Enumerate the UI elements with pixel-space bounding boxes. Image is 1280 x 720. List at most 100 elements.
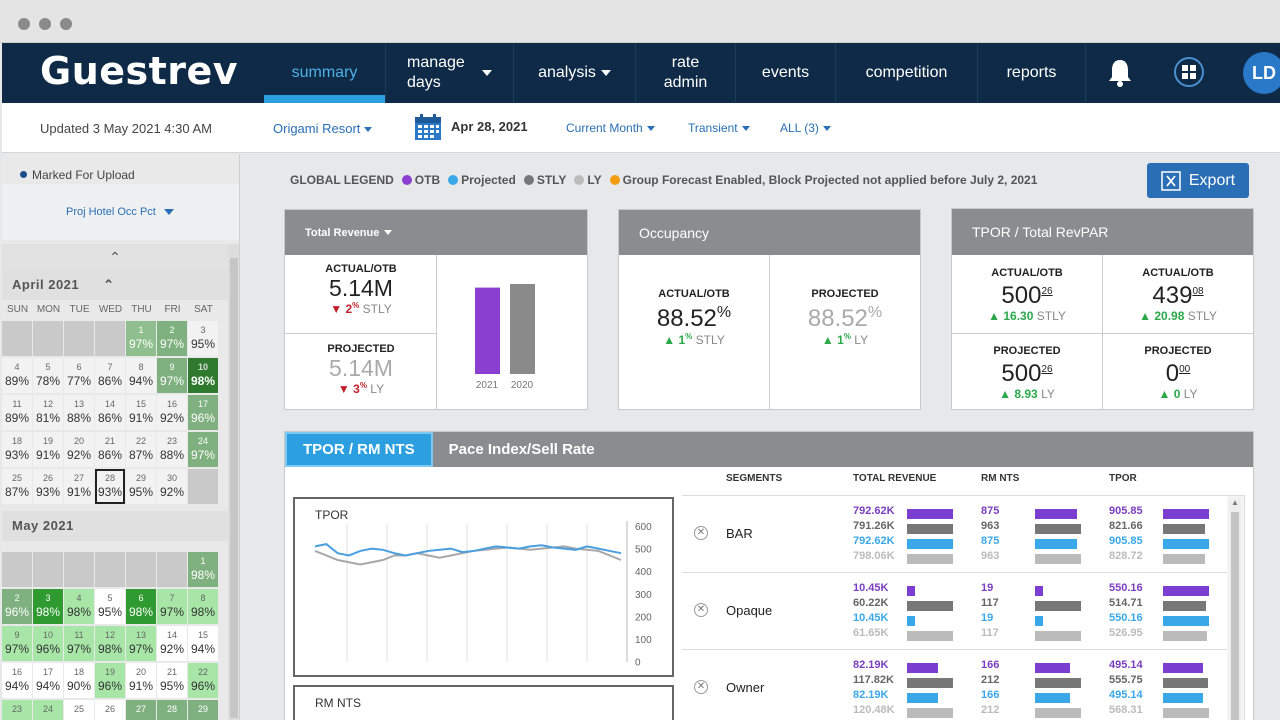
calendar-day-cell[interactable]: 14 92% <box>157 626 187 661</box>
calendar-day-cell[interactable]: 10 96% <box>33 626 63 661</box>
calendar-day-cell[interactable]: 4 89% <box>2 358 32 393</box>
calendar-day-cell[interactable]: 22 96% <box>188 663 218 698</box>
calendar-icon[interactable] <box>414 113 442 141</box>
scrollbar-thumb[interactable] <box>230 258 238 718</box>
calendar-day-cell[interactable]: 8 98% <box>188 589 218 624</box>
remove-segment-icon[interactable]: ✕ <box>694 603 708 617</box>
calendar-day-cell[interactable]: 18 93% <box>2 432 32 467</box>
calendar-day-cell[interactable]: 1 98% <box>188 552 218 587</box>
calendar-day-cell[interactable]: 5 95% <box>95 589 125 624</box>
calendar-day-cell[interactable]: 26 <box>95 700 125 720</box>
nav-rate-admin[interactable]: rate admin <box>636 43 736 103</box>
calendar-day-cell[interactable]: 17 96% <box>188 395 218 430</box>
calendar-day-cell[interactable]: 19 91% <box>33 432 63 467</box>
window-maximize-dot[interactable] <box>60 18 72 30</box>
calendar-day-cell[interactable]: 9 97% <box>2 626 32 661</box>
nav-events[interactable]: events <box>736 43 836 103</box>
nav-manage-days[interactable]: manage days <box>386 43 514 103</box>
calendar-day-cell[interactable]: 19 96% <box>95 663 125 698</box>
notification-bell-icon[interactable] <box>1105 57 1135 89</box>
calendar-day-cell[interactable]: 29 95% <box>126 469 156 504</box>
calendar-day-cell[interactable]: 17 94% <box>33 663 63 698</box>
segment-row[interactable]: ✕ BAR 792.62K 791.26K 792.62K 798.06K 875 963 87… <box>682 496 1227 573</box>
calendar-day-cell[interactable]: 16 92% <box>157 395 187 430</box>
calendar-day-cell[interactable]: 6 77% <box>64 358 94 393</box>
occupancy-percent: 81% <box>35 411 61 425</box>
calendar-day-cell[interactable]: 14 86% <box>95 395 125 430</box>
calendar-day-cell[interactable]: 20 91% <box>126 663 156 698</box>
calendar-day-cell[interactable]: 12 98% <box>95 626 125 661</box>
calendar-day-cell[interactable]: 28 <box>157 700 187 720</box>
app-logo[interactable]: Guestrev <box>40 49 239 93</box>
calendar-day-cell[interactable]: 15 91% <box>126 395 156 430</box>
calendar-day-cell[interactable]: 26 93% <box>33 469 63 504</box>
property-selector[interactable]: Origami Resort <box>273 121 373 136</box>
calendar-day-cell[interactable]: 13 97% <box>126 626 156 661</box>
nav-reports[interactable]: reports <box>978 43 1086 103</box>
scroll-up-arrow-icon[interactable]: ▲ <box>1231 498 1239 507</box>
segment-row[interactable]: ✕ Opaque 10.45K 60.22K 10.45K 61.65K 19 117 19 11… <box>682 573 1227 650</box>
calendar-day-cell[interactable]: 3 95% <box>188 321 218 356</box>
calendar-day-cell[interactable]: 24 97% <box>188 432 218 467</box>
scroll-up-button[interactable]: ⌃ <box>2 244 228 270</box>
calendar-day-cell[interactable]: 23 <box>2 700 32 720</box>
apps-grid-icon[interactable] <box>1174 57 1204 87</box>
calendar-day-cell[interactable]: 4 98% <box>64 589 94 624</box>
calendar-day-cell[interactable]: 7 97% <box>157 589 187 624</box>
total-revenue-dropdown[interactable]: Total Revenue <box>285 210 587 255</box>
nav-analysis[interactable]: analysis <box>514 43 636 103</box>
segment-type-selector[interactable]: Transient <box>688 121 750 135</box>
calendar-day-cell[interactable]: 22 87% <box>126 432 156 467</box>
remove-segment-icon[interactable]: ✕ <box>694 680 708 694</box>
calendar-day-cell[interactable]: 10 98% <box>188 358 218 393</box>
nav-competition[interactable]: competition <box>836 43 978 103</box>
calendar-day-cell[interactable]: 9 97% <box>157 358 187 393</box>
calendar-day-cell[interactable]: 30 92% <box>157 469 187 504</box>
calendar-day-cell[interactable]: 18 90% <box>64 663 94 698</box>
selected-date[interactable]: Apr 28, 2021 <box>451 119 528 134</box>
tab-pace-index[interactable]: Pace Index/Sell Rate <box>448 441 595 458</box>
calendar-day-cell[interactable]: 25 87% <box>2 469 32 504</box>
calendar-day-cell[interactable]: 7 86% <box>95 358 125 393</box>
calendar-day-cell[interactable]: 27 91% <box>64 469 94 504</box>
period-selector[interactable]: Current Month <box>566 121 655 135</box>
window-close-dot[interactable] <box>18 18 30 30</box>
nav-summary[interactable]: summary <box>264 43 386 103</box>
calendar-day-cell[interactable]: 20 92% <box>64 432 94 467</box>
sidebar-scrollbar[interactable] <box>228 244 239 720</box>
occupancy-percent: 88% <box>159 448 185 462</box>
calendar-day-cell[interactable]: 27 <box>126 700 156 720</box>
user-avatar[interactable]: LD <box>1243 52 1280 94</box>
calendar-day-cell[interactable]: 3 98% <box>33 589 63 624</box>
calendar-day-cell[interactable]: 6 98% <box>126 589 156 624</box>
calendar-day-cell[interactable]: 1 97% <box>126 321 156 356</box>
calendar-day-cell[interactable]: 2 97% <box>157 321 187 356</box>
calendar-day-cell[interactable]: 11 89% <box>2 395 32 430</box>
segment-filter-selector[interactable]: ALL (3) <box>780 121 831 135</box>
remove-segment-icon[interactable]: ✕ <box>694 526 708 540</box>
scrollbar-thumb[interactable] <box>1231 512 1239 720</box>
calendar-day-cell[interactable]: 28 93% <box>95 469 125 504</box>
calendar-day-cell[interactable]: 21 86% <box>95 432 125 467</box>
calendar-day-cell[interactable]: 24 <box>33 700 63 720</box>
collapse-chevron-up-icon[interactable]: ⌃ <box>103 277 115 292</box>
metric-selector[interactable]: Proj Hotel Occ Pct <box>66 206 174 218</box>
export-button[interactable]: Export <box>1147 163 1249 198</box>
calendar-day-cell[interactable]: 16 94% <box>2 663 32 698</box>
calendar-day-cell[interactable]: 13 88% <box>64 395 94 430</box>
table-scrollbar[interactable]: ▲ <box>1229 498 1241 720</box>
window-minimize-dot[interactable] <box>39 18 51 30</box>
calendar-day-cell[interactable]: 15 94% <box>188 626 218 661</box>
calendar-day-cell[interactable]: 8 94% <box>126 358 156 393</box>
calendar-day-cell[interactable]: 12 81% <box>33 395 63 430</box>
calendar-day-cell[interactable]: 25 <box>64 700 94 720</box>
calendar-day-cell[interactable]: 29 <box>188 700 218 720</box>
calendar-day-cell[interactable]: 5 78% <box>33 358 63 393</box>
calendar-day-cell[interactable]: 11 97% <box>64 626 94 661</box>
calendar-day-cell[interactable]: 23 88% <box>157 432 187 467</box>
calendar-day-cell[interactable]: 21 95% <box>157 663 187 698</box>
tab-tpor-rmnts[interactable]: TPOR / RM NTS <box>285 432 433 467</box>
segment-row[interactable]: ✕ Owner 82.19K 117.82K 82.19K 120.48K 166 212 16… <box>682 650 1227 720</box>
segment-value: 875 <box>981 505 1000 517</box>
calendar-day-cell[interactable]: 2 96% <box>2 589 32 624</box>
